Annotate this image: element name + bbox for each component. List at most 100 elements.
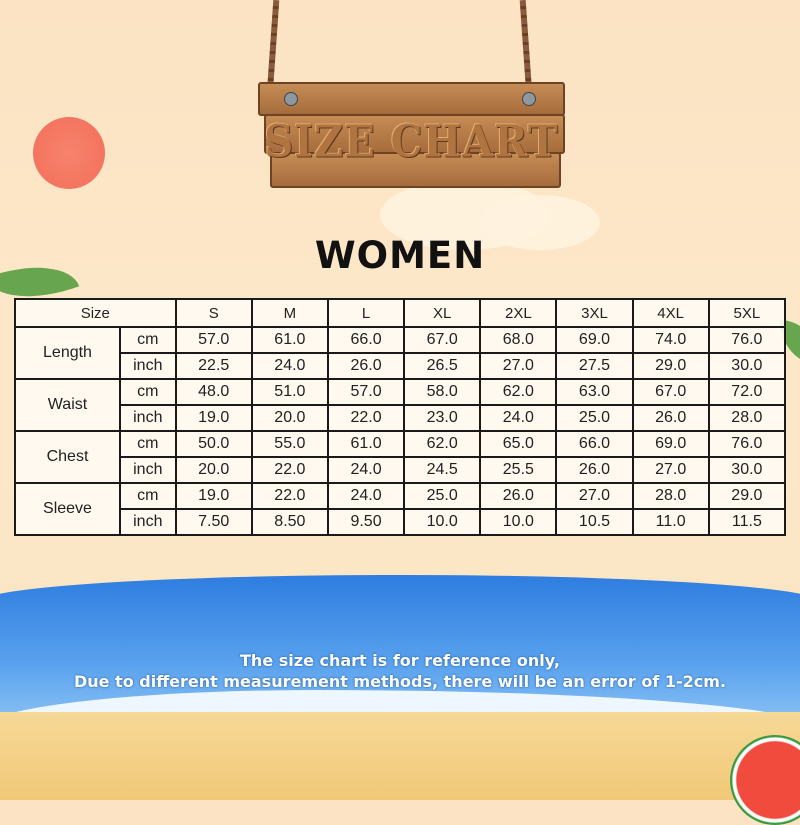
page-title: WOMEN xyxy=(314,234,486,277)
table-cell: 67.0 xyxy=(403,326,482,354)
table-cell: 26.0 xyxy=(631,404,710,432)
table-cell: 58.0 xyxy=(403,378,482,406)
table-cell: 24.0 xyxy=(326,482,406,510)
table-cell: 10.0 xyxy=(479,508,558,536)
table-cell: 25.0 xyxy=(555,404,634,432)
table-cell: 19.0 xyxy=(174,404,253,432)
unit-label: inch xyxy=(118,404,177,432)
measurement-label: Waist xyxy=(14,378,121,432)
size-column-header: S xyxy=(174,298,253,328)
table-row: Waist cm 48.0 51.0 57.0 58.0 62.0 63.0 67.0 72.0 xyxy=(14,378,787,432)
table-cell: 57.0 xyxy=(326,378,406,406)
table-cell: 68.0 xyxy=(479,326,558,354)
disclaimer: The size chart is for reference only, Du… xyxy=(0,650,800,692)
table-cell: 23.0 xyxy=(403,404,482,432)
table-cell: 61.0 xyxy=(250,326,329,354)
table-cell: 24.0 xyxy=(250,352,329,380)
table-cell: 26.0 xyxy=(555,456,634,484)
table-cell: 10.5 xyxy=(555,508,634,536)
unit-label: cm xyxy=(118,482,177,510)
table-row: Length cm 57.0 61.0 66.0 67.0 68.0 69.0 74.0 76.0 xyxy=(14,326,787,380)
table-cell: 27.0 xyxy=(555,482,634,510)
table-cell: 10.0 xyxy=(403,508,482,536)
table-cell: 28.0 xyxy=(707,404,787,432)
table-cell: 26.5 xyxy=(403,352,482,380)
table-cell: 27.0 xyxy=(479,352,558,380)
cloud-decoration xyxy=(480,195,600,250)
table-cell: 29.0 xyxy=(707,482,787,510)
table-cell: 69.0 xyxy=(631,430,710,458)
table-cell: 76.0 xyxy=(707,326,787,354)
table-cell: 25.5 xyxy=(479,456,558,484)
table-cell: 19.0 xyxy=(174,482,253,510)
unit-label: inch xyxy=(118,508,177,536)
sign-title: SIZE CHART xyxy=(264,115,559,168)
table-row: inch 19.0 20.0 22.0 23.0 24.0 25.0 26.0 28.0 xyxy=(15,404,787,432)
table-cell: 62.0 xyxy=(479,378,558,406)
unit-label: cm xyxy=(118,326,177,354)
table-cell: 48.0 xyxy=(174,378,253,406)
size-column-header: 4XL xyxy=(631,298,710,328)
table-cell: 74.0 xyxy=(631,326,710,354)
table-cell: 11.0 xyxy=(631,508,710,536)
table-cell: 50.0 xyxy=(174,430,253,458)
size-column-header: XL xyxy=(403,298,482,328)
table-cell: 57.0 xyxy=(174,326,253,354)
table-row: Sleeve cm 19.0 22.0 24.0 25.0 26.0 27.0 28.0 29.0 xyxy=(14,482,787,536)
table-cell: 22.0 xyxy=(250,482,329,510)
table-row: inch 7.50 8.50 9.50 10.0 10.0 10.5 11.0 11.5 xyxy=(15,508,787,536)
table-cell: 29.0 xyxy=(631,352,710,380)
table-cell: 67.0 xyxy=(631,378,710,406)
unit-label: cm xyxy=(118,430,177,458)
sand-background xyxy=(0,712,800,800)
size-table: Size S M L XL 2XL 3XL 4XL 5XL Length cm 57.0 61.0 6… xyxy=(14,298,787,536)
table-cell: 8.50 xyxy=(250,508,329,536)
rope-left xyxy=(266,0,280,96)
unit-label: inch xyxy=(118,352,177,380)
table-cell: 66.0 xyxy=(555,430,634,458)
table-cell: 72.0 xyxy=(707,378,787,406)
sun-decoration xyxy=(33,117,105,189)
disclaimer-line-1: The size chart is for reference only, xyxy=(240,651,560,670)
table-cell: 24.5 xyxy=(403,456,482,484)
measurement-label: Length xyxy=(14,326,121,380)
size-column-header: 3XL xyxy=(555,298,634,328)
table-row: inch 20.0 22.0 24.0 24.5 25.5 26.0 27.0 30.0 xyxy=(15,456,787,484)
disclaimer-line-2: Due to different measurement methods, th… xyxy=(73,672,727,691)
table-cell: 28.0 xyxy=(631,482,710,510)
table-cell: 20.0 xyxy=(250,404,329,432)
table-cell: 22.0 xyxy=(250,456,329,484)
table-row: inch 22.5 24.0 26.0 26.5 27.0 27.5 29.0 30.0 xyxy=(15,352,787,380)
size-column-header: 2XL xyxy=(479,298,558,328)
table-cell: 55.0 xyxy=(250,430,329,458)
table-cell: 27.5 xyxy=(555,352,634,380)
size-column-header: L xyxy=(326,298,406,328)
table-cell: 51.0 xyxy=(250,378,329,406)
size-column-header: M xyxy=(250,298,329,328)
table-cell: 26.0 xyxy=(326,352,406,380)
table-cell: 26.0 xyxy=(479,482,558,510)
table-cell: 30.0 xyxy=(707,352,787,380)
table-cell: 24.0 xyxy=(479,404,558,432)
size-header: Size xyxy=(14,298,177,328)
measurement-label: Chest xyxy=(14,430,121,484)
size-chart-sign: SIZE CHART xyxy=(258,82,565,188)
table-cell: 24.0 xyxy=(326,456,406,484)
unit-label: cm xyxy=(118,378,177,406)
table-cell: 61.0 xyxy=(326,430,406,458)
table-cell: 9.50 xyxy=(326,508,406,536)
measurement-label: Sleeve xyxy=(14,482,121,536)
table-row: Chest cm 50.0 55.0 61.0 62.0 65.0 66.0 69.0 76.0 xyxy=(14,430,787,484)
table-cell: 62.0 xyxy=(403,430,482,458)
unit-label: inch xyxy=(118,456,177,484)
table-cell: 65.0 xyxy=(479,430,558,458)
rope-right xyxy=(519,0,533,96)
table-cell: 22.5 xyxy=(174,352,253,380)
table-cell: 11.5 xyxy=(707,508,787,536)
table-cell: 69.0 xyxy=(555,326,634,354)
table-header-row: Size S M L XL 2XL 3XL 4XL 5XL xyxy=(14,298,787,328)
size-column-header: 5XL xyxy=(707,298,787,328)
table-cell: 76.0 xyxy=(707,430,787,458)
table-cell: 22.0 xyxy=(326,404,406,432)
table-cell: 25.0 xyxy=(403,482,482,510)
